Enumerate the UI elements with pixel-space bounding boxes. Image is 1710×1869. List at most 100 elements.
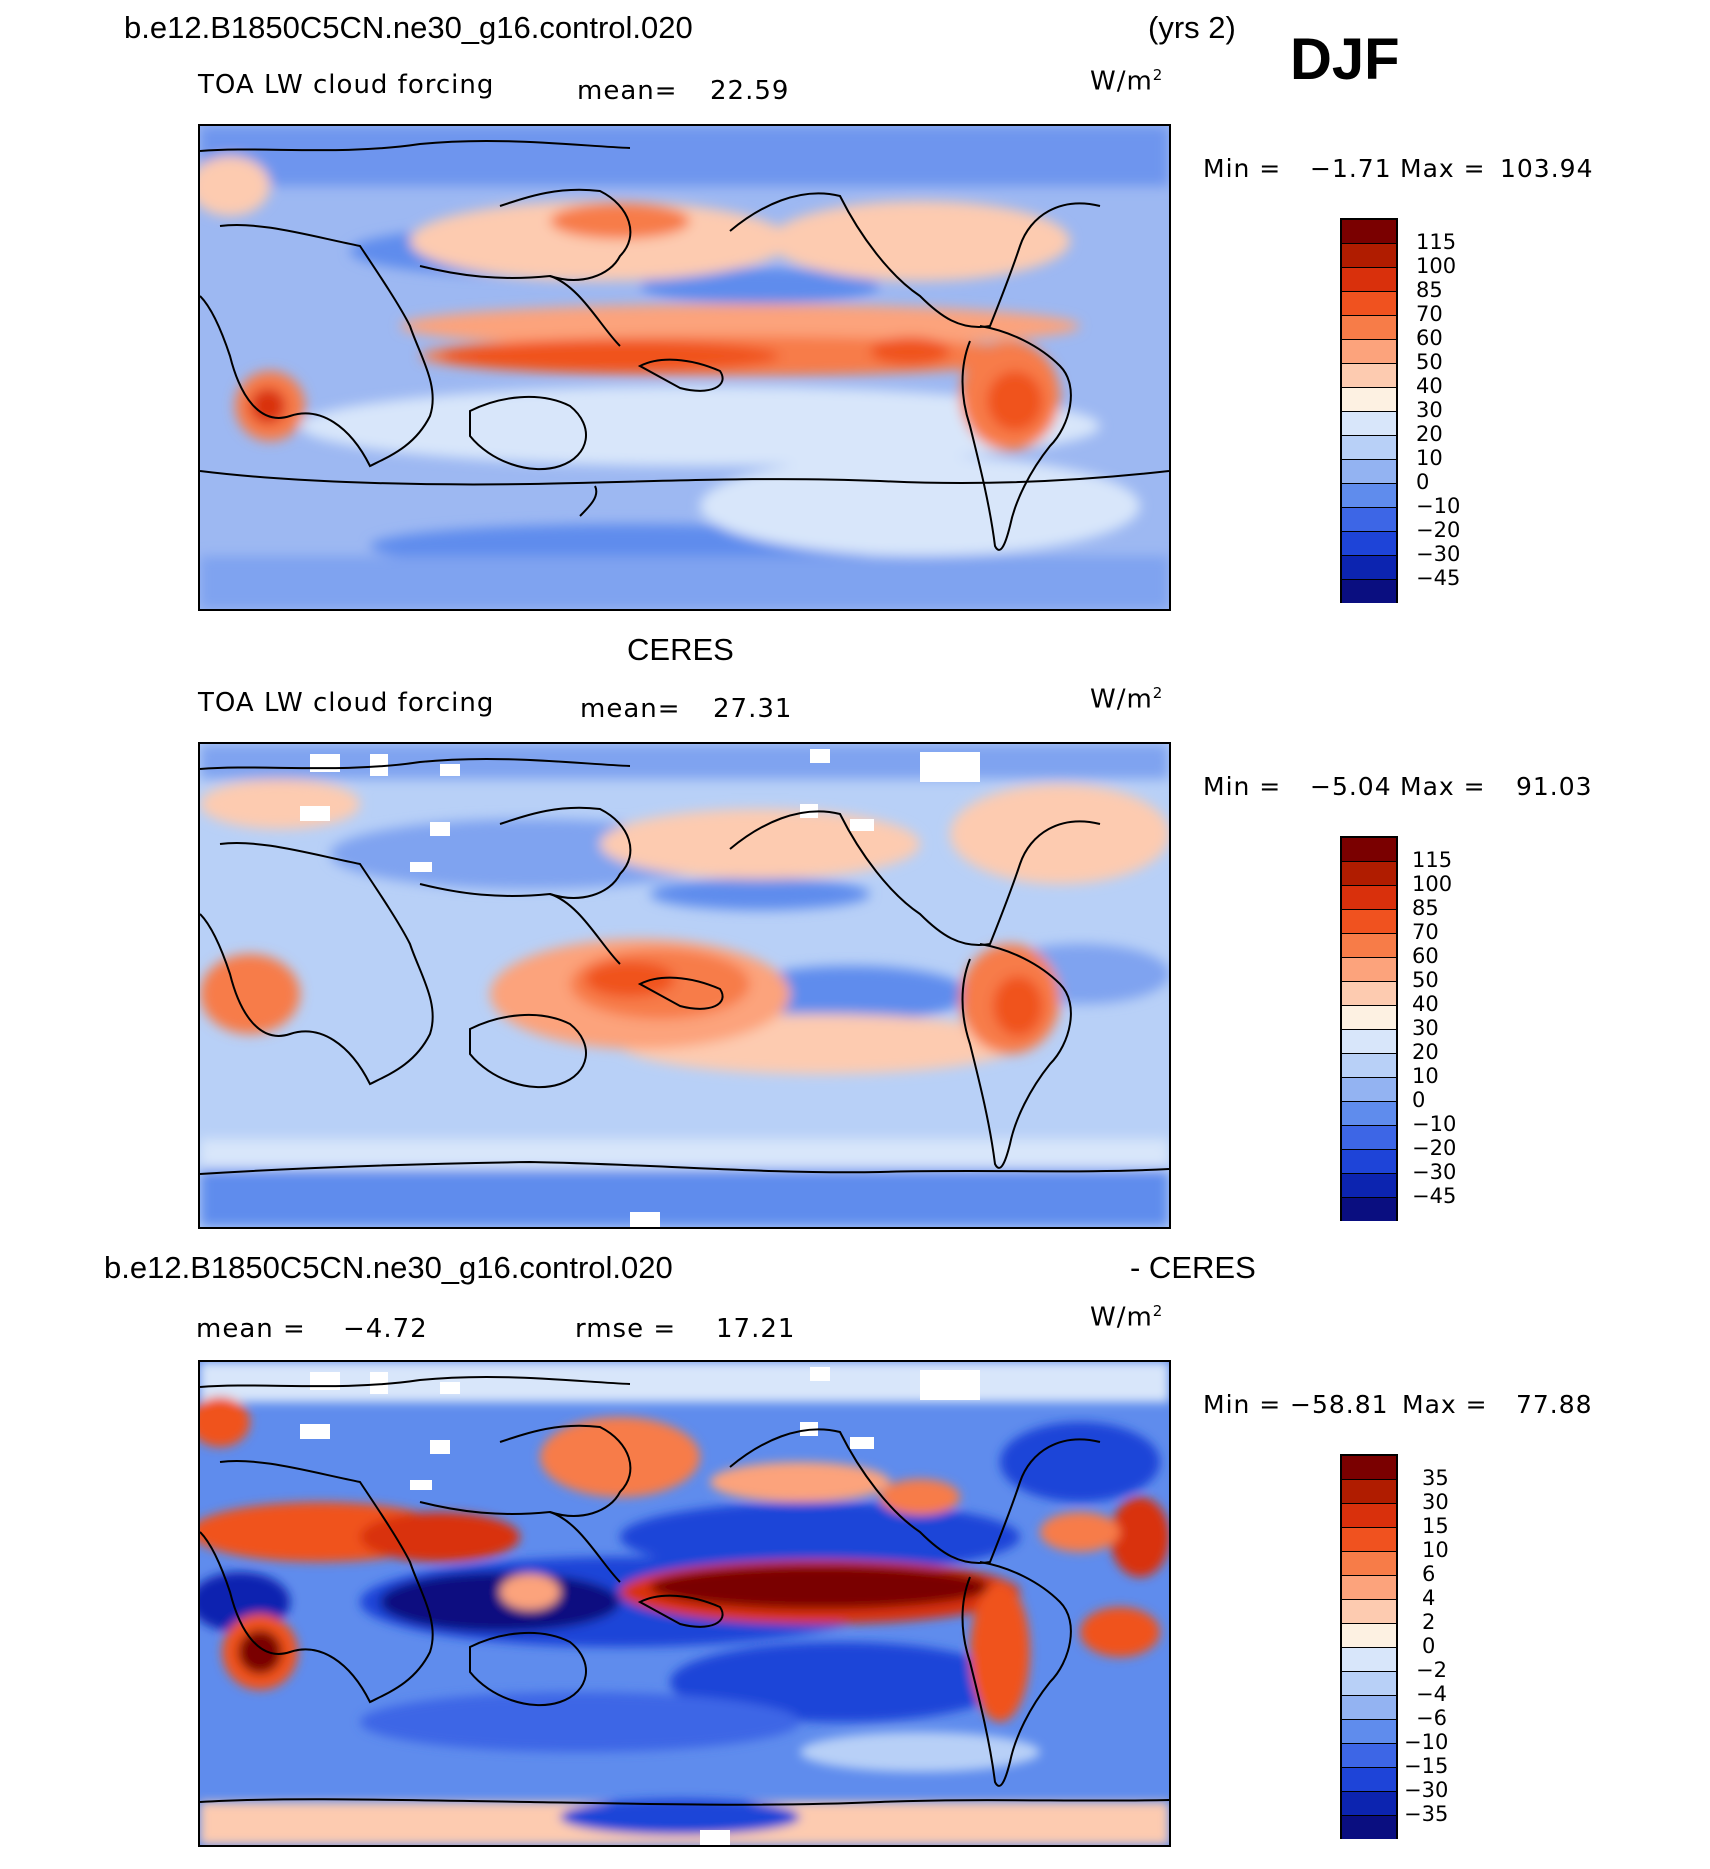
colorbar-seg — [1342, 412, 1396, 436]
colorbar-seg — [1342, 580, 1396, 603]
colorbar-seg — [1342, 934, 1396, 958]
panel2-cbar-label: −45 — [1412, 1184, 1457, 1208]
panel2-map — [198, 742, 1171, 1229]
colorbar-seg — [1342, 1600, 1396, 1624]
colorbar-seg — [1342, 1768, 1396, 1792]
colorbar-seg — [1342, 292, 1396, 316]
panel3-rmse-value: 17.21 — [716, 1314, 796, 1344]
panel2-units: W/m2 — [1090, 684, 1164, 715]
panel3-mean-value: −4.72 — [343, 1314, 428, 1344]
panel2-cbar-label: 0 — [1412, 1088, 1426, 1112]
panel3-cbar-label: −2 — [1416, 1658, 1447, 1682]
panel2-cbar-label: 115 — [1412, 848, 1453, 872]
panel2-cbar-label: 40 — [1412, 992, 1439, 1016]
panel2-cbar-label: −30 — [1412, 1160, 1457, 1184]
panel3-cbar-label: 15 — [1422, 1514, 1449, 1538]
panel3-cbar-label: −10 — [1404, 1730, 1449, 1754]
panel1-max-value: 103.94 — [1500, 154, 1594, 183]
panel1-cbar-label: 50 — [1416, 350, 1443, 374]
panel1-colorbar — [1340, 218, 1398, 603]
colorbar-seg — [1342, 862, 1396, 886]
colorbar-seg — [1342, 220, 1396, 244]
panel2-cbar-label: 50 — [1412, 968, 1439, 992]
colorbar-seg — [1342, 1528, 1396, 1552]
colorbar-seg — [1342, 556, 1396, 580]
panel2-cbar-label: 70 — [1412, 920, 1439, 944]
panel2-subtitle: TOA LW cloud forcing — [198, 688, 495, 718]
panel2-cbar-label: −10 — [1412, 1112, 1457, 1136]
colorbar-seg — [1342, 244, 1396, 268]
panel2-title: CERES — [627, 632, 734, 667]
panel3-units: W/m2 — [1090, 1302, 1164, 1333]
panel3-cbar-label: −35 — [1404, 1802, 1449, 1826]
panel2-min-value: −5.04 — [1310, 772, 1392, 801]
colorbar-seg — [1342, 910, 1396, 934]
panel2-cbar-label: −20 — [1412, 1136, 1457, 1160]
colorbar-seg — [1342, 1720, 1396, 1744]
panel1-min-value: −1.71 — [1310, 154, 1392, 183]
panel1-contour-field — [200, 126, 1169, 609]
panel1-cbar-label: −45 — [1416, 566, 1461, 590]
colorbar-seg — [1342, 484, 1396, 508]
panel3-title-suffix: - CERES — [1130, 1250, 1256, 1285]
panel3-min-label: Min = — [1203, 1390, 1282, 1419]
panel3-cbar-label: 4 — [1422, 1586, 1436, 1610]
panel1-cbar-label: −30 — [1416, 542, 1461, 566]
season-label: DJF — [1290, 27, 1400, 92]
panel2-max-value: 91.03 — [1516, 772, 1593, 801]
panel2-mean-value: 27.31 — [713, 694, 793, 724]
panel3-cbar-label: 0 — [1422, 1634, 1436, 1658]
panel1-max-label: Max = — [1400, 154, 1486, 183]
panel1-cbar-label: 20 — [1416, 422, 1443, 446]
colorbar-seg — [1342, 1504, 1396, 1528]
panel2-min-label: Min = — [1203, 772, 1282, 801]
colorbar-seg — [1342, 1816, 1396, 1839]
panel3-cbar-label: −4 — [1416, 1682, 1447, 1706]
panel3-cbar-label: −30 — [1404, 1778, 1449, 1802]
colorbar-seg — [1342, 1552, 1396, 1576]
colorbar-seg — [1342, 1456, 1396, 1480]
panel3-title: b.e12.B1850C5CN.ne30_g16.control.020 — [104, 1250, 673, 1285]
colorbar-seg — [1342, 982, 1396, 1006]
colorbar-seg — [1342, 436, 1396, 460]
colorbar-seg — [1342, 460, 1396, 484]
panel1-subtitle: TOA LW cloud forcing — [198, 70, 495, 100]
colorbar-seg — [1342, 886, 1396, 910]
colorbar-seg — [1342, 1624, 1396, 1648]
panel1-cbar-label: 85 — [1416, 278, 1443, 302]
panel1-mean-label: mean= — [577, 76, 678, 106]
panel3-cbar-label: 30 — [1422, 1490, 1449, 1514]
colorbar-seg — [1342, 1648, 1396, 1672]
colorbar-seg — [1342, 1030, 1396, 1054]
panel2-cbar-label: 100 — [1412, 872, 1453, 896]
panel1-cbar-label: 70 — [1416, 302, 1443, 326]
panel2-cbar-label: 10 — [1412, 1064, 1439, 1088]
colorbar-seg — [1342, 316, 1396, 340]
panel1-cbar-label: −10 — [1416, 494, 1461, 518]
colorbar-seg — [1342, 838, 1396, 862]
panel2-cbar-label: 20 — [1412, 1040, 1439, 1064]
panel3-max-label: Max = — [1402, 1390, 1488, 1419]
colorbar-seg — [1342, 1792, 1396, 1816]
colorbar-seg — [1342, 532, 1396, 556]
colorbar-seg — [1342, 388, 1396, 412]
panel3-cbar-label: 2 — [1422, 1610, 1436, 1634]
colorbar-seg — [1342, 1150, 1396, 1174]
colorbar-seg — [1342, 1102, 1396, 1126]
panel1-cbar-label: 100 — [1416, 254, 1457, 278]
years-label: (yrs 2) — [1148, 10, 1236, 45]
panel3-cbar-label: −6 — [1416, 1706, 1447, 1730]
panel1-cbar-label: 60 — [1416, 326, 1443, 350]
colorbar-seg — [1342, 1006, 1396, 1030]
panel1-cbar-label: −20 — [1416, 518, 1461, 542]
colorbar-seg — [1342, 508, 1396, 532]
panel2-cbar-label: 30 — [1412, 1016, 1439, 1040]
colorbar-seg — [1342, 1744, 1396, 1768]
panel3-map — [198, 1360, 1171, 1847]
panel2-cbar-label: 60 — [1412, 944, 1439, 968]
panel3-cbar-label: 10 — [1422, 1538, 1449, 1562]
panel3-colorbar — [1340, 1454, 1398, 1839]
colorbar-seg — [1342, 1126, 1396, 1150]
panel1-min-label: Min = — [1203, 154, 1282, 183]
colorbar-seg — [1342, 1576, 1396, 1600]
